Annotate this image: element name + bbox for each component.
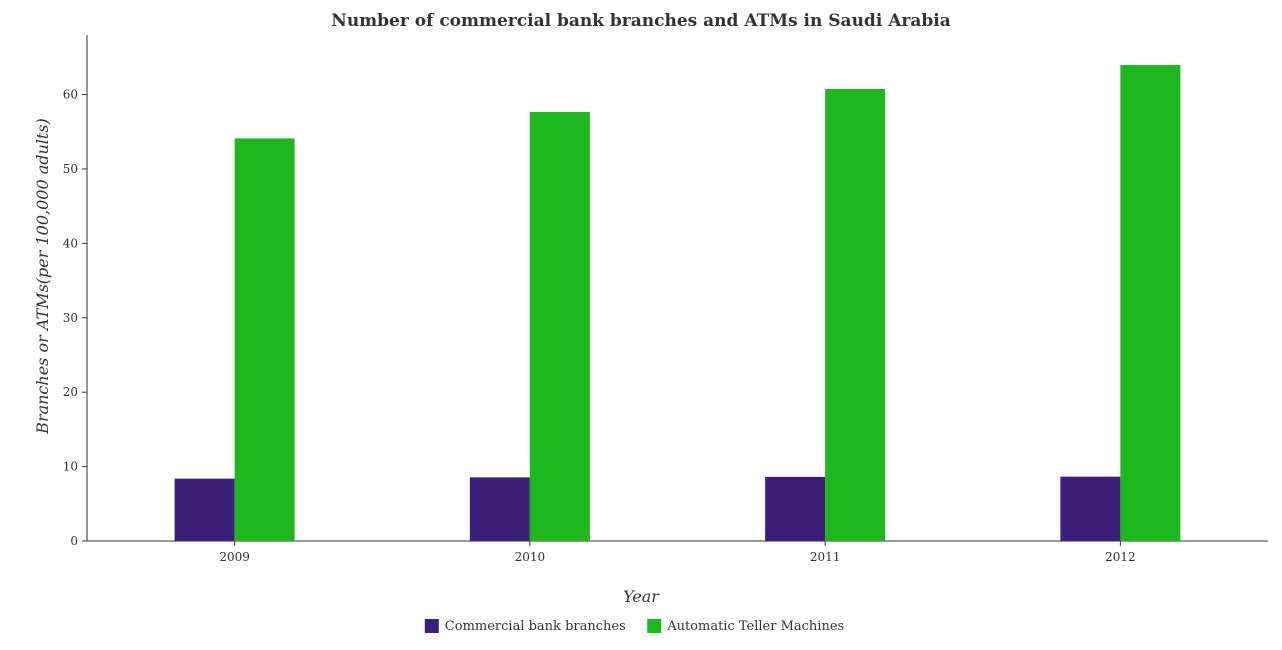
bar-atms-2011 — [825, 89, 886, 541]
x-tick-label: 2011 — [810, 550, 841, 564]
bar-branches-2009 — [174, 478, 235, 541]
y-tick-label: 60 — [63, 88, 78, 102]
chart-title: Number of commercial bank branches and A… — [331, 11, 950, 31]
bar-atms-2012 — [1120, 65, 1181, 542]
y-tick-label: 50 — [63, 162, 78, 176]
y-tick-label: 10 — [63, 460, 78, 474]
bar-branches-2010 — [469, 477, 530, 541]
x-tick-label: 2010 — [515, 550, 546, 564]
y-axis-title: Branches or ATMs(per 100,000 adults) — [33, 118, 52, 435]
legend-label: Automatic Teller Machines — [666, 619, 844, 634]
y-tick-label: 30 — [63, 311, 78, 325]
bar-atms-2009 — [234, 138, 295, 541]
legend-swatch — [424, 619, 439, 633]
y-tick-label: 40 — [63, 236, 78, 250]
x-tick-label: 2009 — [219, 550, 250, 564]
legend-swatch — [647, 619, 662, 633]
y-tick-label: 0 — [70, 534, 78, 548]
bar-branches-2011 — [765, 476, 826, 541]
x-tick-label: 2012 — [1105, 550, 1136, 564]
bar-branches-2012 — [1060, 476, 1121, 541]
plot-area: 0 10 20 30 40 50 60 2009 2010 2011 2012 — [63, 35, 1268, 564]
legend: Commercial bank branches Automatic Teller… — [424, 619, 844, 634]
y-tick-label: 20 — [63, 385, 78, 399]
legend-label: Commercial bank branches — [445, 619, 626, 634]
x-axis-title: Year — [623, 587, 660, 606]
bar-atms-2010 — [529, 111, 590, 541]
